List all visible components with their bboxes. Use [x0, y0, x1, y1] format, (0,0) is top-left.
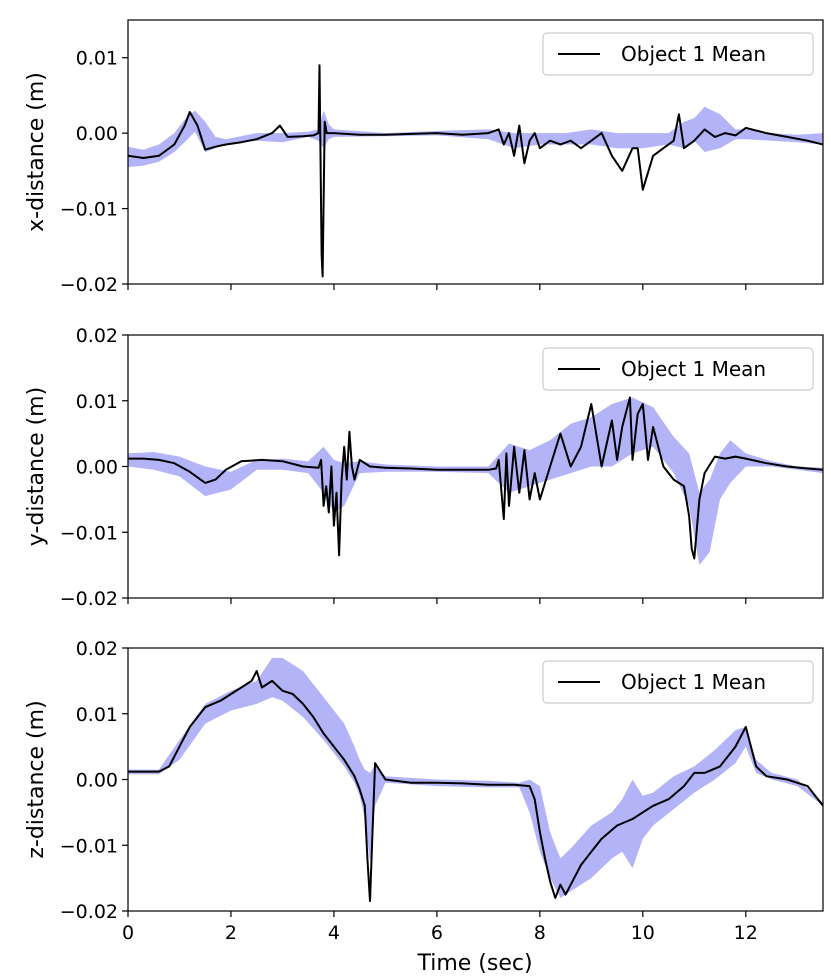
- y-tick-label: −0.01: [60, 522, 118, 544]
- uncertainty-band: [128, 106, 823, 168]
- panel-2: 0.02 0.01 0.00 −0.01 −0.02 y-distance (m) Obje…: [24, 325, 824, 610]
- legend-label: Object 1 Mean: [621, 42, 766, 66]
- legend-label: Object 1 Mean: [621, 670, 766, 694]
- x-tick-label: 8: [534, 922, 546, 944]
- legend: Object 1 Mean: [542, 660, 814, 704]
- plot-frame: [127, 19, 824, 285]
- mean-line: [128, 670, 823, 903]
- uncertainty-band: [128, 397, 823, 566]
- y-tick-label: 0.00: [76, 123, 118, 145]
- y-tick-label: −0.02: [60, 901, 118, 923]
- y-tick-label: −0.02: [60, 274, 118, 296]
- y-tick-label: −0.02: [60, 588, 118, 610]
- mean-line: [128, 396, 823, 560]
- panel-1: 0.01 0.00 −0.01 −0.02 x-distance (m) Object 1…: [24, 19, 824, 296]
- x-tick-label: 2: [225, 922, 237, 944]
- y-axis-label: z-distance (m): [24, 700, 49, 858]
- y-tick-label: 0.02: [76, 638, 118, 660]
- legend-box: [542, 32, 814, 76]
- legend: Object 1 Mean: [542, 32, 814, 76]
- x-tick-label: 6: [431, 922, 443, 944]
- x-tick-label: 4: [328, 922, 340, 944]
- x-tick-label: 12: [734, 922, 758, 944]
- y-tick-label: 0.01: [76, 48, 118, 70]
- legend: Object 1 Mean: [542, 347, 814, 391]
- y-axis-label: y-distance (m): [24, 387, 49, 546]
- panel-3: 0.02 0.01 0.00 −0.01 −0.020 2 4 6 8 10 12 z-distanc…: [24, 638, 824, 944]
- x-axis-label: Time (sec): [416, 951, 532, 976]
- legend-box: [542, 347, 814, 391]
- y-axis-label: x-distance (m): [24, 72, 49, 232]
- y-tick-label: −0.01: [60, 835, 118, 857]
- y-tick-label: 0.02: [76, 325, 118, 347]
- x-tick-label: 10: [631, 922, 655, 944]
- y-tick-label: 0.00: [76, 457, 118, 479]
- mean-line: [128, 64, 823, 278]
- y-tick-label: −0.01: [60, 199, 118, 221]
- legend-label: Object 1 Mean: [621, 357, 766, 381]
- x-tick-label: 0: [122, 922, 134, 944]
- y-tick-label: 0.01: [76, 391, 118, 413]
- legend-box: [542, 660, 814, 704]
- uncertainty-band: [128, 657, 823, 898]
- y-tick-label: 0.01: [76, 704, 118, 726]
- y-tick-label: 0.00: [76, 770, 118, 792]
